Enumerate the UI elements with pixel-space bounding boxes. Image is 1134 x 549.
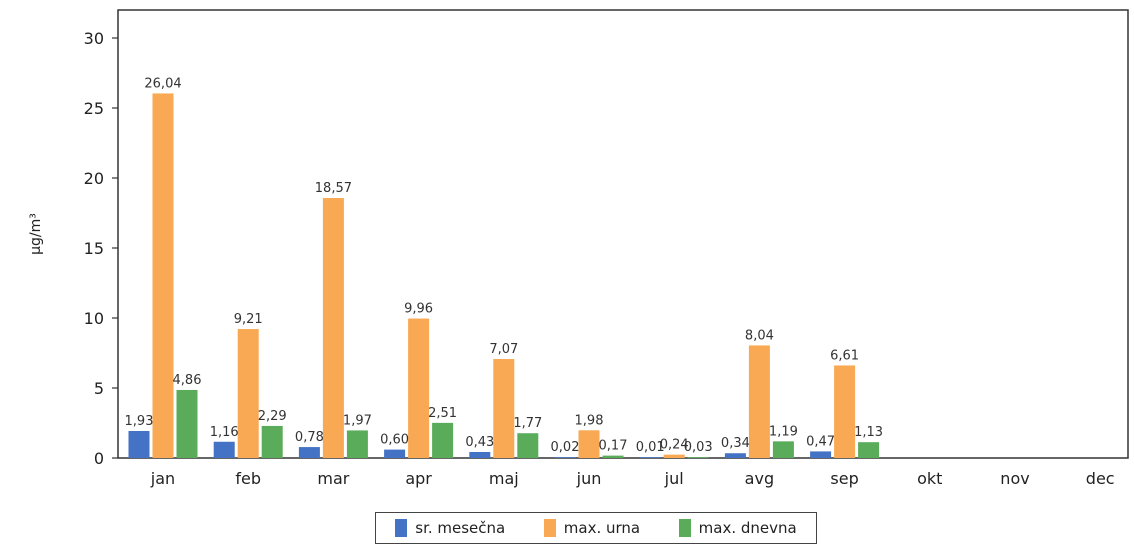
- legend-swatch: [678, 519, 691, 537]
- plot-area: [117, 9, 1129, 459]
- data-label: 9,21: [234, 312, 263, 327]
- data-label: 1,77: [513, 416, 542, 431]
- bar: [748, 345, 770, 458]
- y-tick-label: 0: [94, 449, 104, 468]
- bar: [639, 457, 661, 458]
- bar: [213, 441, 235, 458]
- bar: [834, 365, 856, 458]
- data-label: 0,02: [551, 440, 580, 455]
- legend-label: max. urna: [563, 519, 641, 537]
- data-label: 1,19: [769, 424, 798, 439]
- data-label: 0,03: [684, 440, 713, 455]
- bar: [261, 425, 283, 458]
- y-tick-label: 10: [84, 309, 104, 328]
- data-label: 1,97: [343, 413, 372, 428]
- bar: [298, 447, 320, 458]
- data-label: 0,43: [465, 435, 494, 450]
- x-tick-label: dec: [1086, 469, 1115, 488]
- bar: [346, 430, 368, 458]
- bar: [772, 441, 794, 458]
- data-label: 2,51: [428, 406, 457, 421]
- data-label: 0,78: [295, 430, 324, 445]
- bar: [810, 451, 832, 458]
- x-tick-label: jun: [576, 469, 602, 488]
- x-tick-label: sep: [830, 469, 858, 488]
- bar: [517, 433, 539, 458]
- bar: [858, 442, 880, 458]
- x-tick-label: feb: [235, 469, 261, 488]
- x-tick-label: okt: [917, 469, 942, 488]
- data-label: 0,47: [806, 434, 835, 449]
- legend: sr. mesečna max. urna max. dnevna: [375, 512, 817, 544]
- bar: [602, 455, 624, 458]
- y-tick-label: 25: [84, 99, 104, 118]
- legend-label: sr. mesečna: [415, 519, 506, 537]
- bar: [493, 359, 515, 458]
- legend-swatch: [543, 519, 556, 537]
- bar: [152, 93, 174, 458]
- data-label: 1,16: [210, 425, 239, 440]
- data-label: 9,96: [404, 302, 433, 317]
- y-tick-label: 30: [84, 29, 104, 48]
- legend-item: sr. mesečna: [395, 519, 505, 537]
- bar: [408, 318, 430, 458]
- x-tick-label: nov: [1000, 469, 1029, 488]
- bar: [384, 449, 406, 458]
- data-label: 0,17: [599, 439, 628, 454]
- data-label: 4,86: [173, 373, 202, 388]
- bar: [237, 329, 259, 458]
- bar: [432, 422, 454, 458]
- data-label: 0,24: [660, 438, 689, 453]
- data-label: 0,34: [721, 436, 750, 451]
- legend-item: max. urna: [543, 519, 641, 537]
- x-tick-label: apr: [405, 469, 432, 488]
- bar: [663, 454, 685, 458]
- bar: [554, 457, 576, 458]
- data-label: 1,98: [575, 413, 604, 428]
- bar: [578, 430, 600, 458]
- legend-swatch: [395, 519, 408, 537]
- y-tick-label: 15: [84, 239, 104, 258]
- data-label: 26,04: [144, 76, 181, 91]
- legend-label: max. dnevna: [698, 519, 797, 537]
- data-label: 18,57: [315, 181, 352, 196]
- data-label: 0,01: [636, 440, 665, 455]
- data-label: 1,93: [125, 414, 154, 429]
- data-label: 6,61: [830, 348, 859, 363]
- bar: [128, 430, 150, 458]
- data-label: 8,04: [745, 328, 774, 343]
- legend-item: max. dnevna: [678, 519, 797, 537]
- x-tick-label: jan: [150, 469, 175, 488]
- bar: [687, 457, 709, 458]
- bar: [322, 198, 344, 458]
- bar: [724, 453, 746, 458]
- data-label: 7,07: [489, 342, 518, 357]
- chart: 0 5 10 15 20 25 30 jan feb mar apr maj jun jul avg sep…: [28, 9, 1129, 488]
- bar: [176, 389, 198, 458]
- x-tick-label: jul: [664, 469, 684, 488]
- y-axis-label: µg/m³: [28, 213, 44, 255]
- data-label: 2,29: [258, 409, 287, 424]
- bar: [469, 451, 491, 458]
- data-label: 0,60: [380, 433, 409, 448]
- x-tick-label: maj: [489, 469, 519, 488]
- x-tick-label: mar: [317, 469, 349, 488]
- y-tick-label: 20: [84, 169, 104, 188]
- data-label: 1,13: [854, 425, 883, 440]
- y-tick-label: 5: [94, 379, 104, 398]
- x-tick-label: avg: [745, 469, 774, 488]
